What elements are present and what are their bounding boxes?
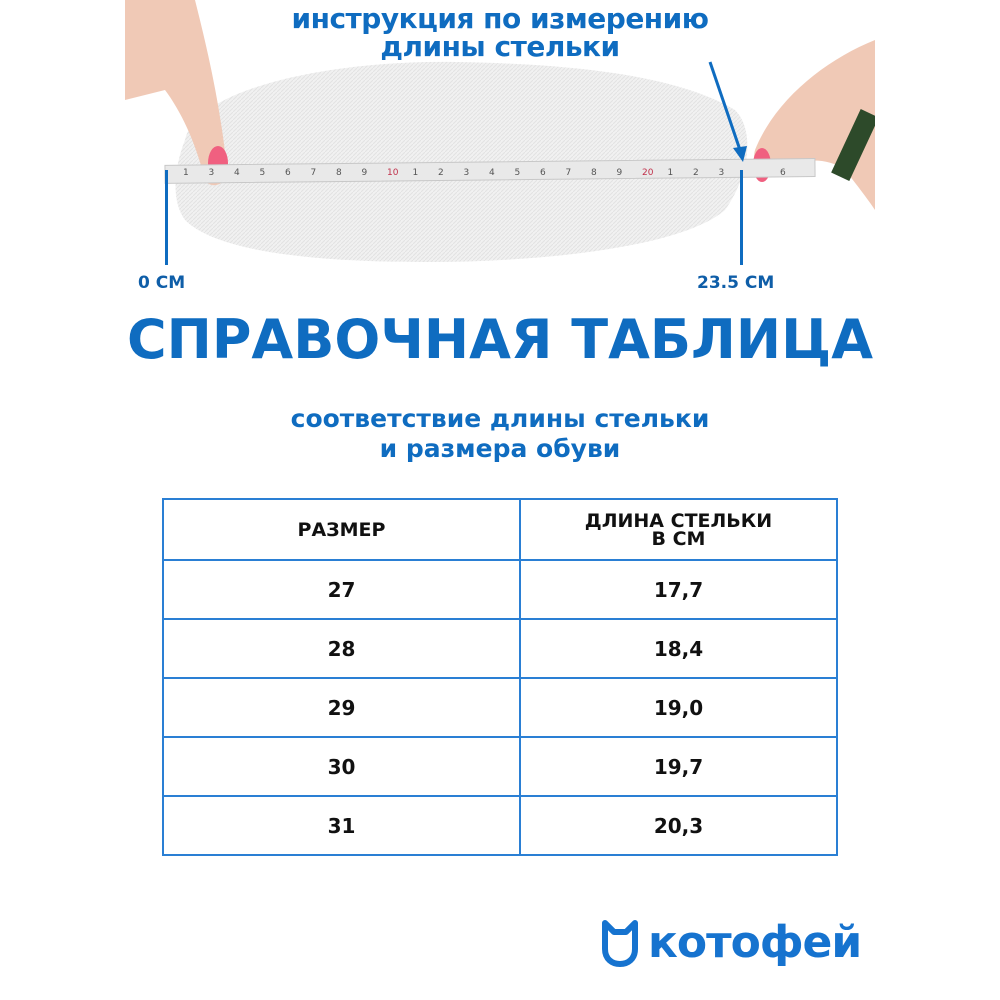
- header-length-line-1: ДЛИНА СТЕЛЬКИ: [584, 509, 773, 532]
- insole-illustration: 1 3 4 5 6 7 8 9 10 1 2 3 4 5 6 7 8 9 20 1 2 3 6: [125, 0, 879, 262]
- table-header-row: РАЗМЕР ДЛИНА СТЕЛЬКИ В СМ: [162, 498, 838, 561]
- table-row: 31 20,3: [162, 795, 838, 856]
- size-cell: 27: [162, 559, 521, 620]
- tape-tick-label: 4: [489, 168, 495, 178]
- length-cell: 19,0: [519, 677, 838, 738]
- arrow: [708, 61, 742, 151]
- tape-tick-label: 1: [413, 168, 419, 178]
- size-table: РАЗМЕР ДЛИНА СТЕЛЬКИ В СМ 27 17,7 28 18,4 29 1…: [162, 498, 838, 856]
- instruction-line-2: длины стельки: [380, 30, 620, 63]
- cat-head-icon: [602, 919, 638, 967]
- tape-tick-label: 4: [234, 168, 240, 178]
- insole-measurement-photo: 1 3 4 5 6 7 8 9 10 1 2 3 4 5 6 7 8 9 20 1 2 3 6: [125, 0, 879, 300]
- tape-tick-label: 6: [285, 168, 291, 178]
- left-hand: [125, 0, 228, 186]
- brand-logo: котофей: [600, 917, 862, 968]
- start-marker: 0 СМ: [138, 273, 186, 293]
- table-row: 27 17,7: [162, 559, 838, 620]
- tape-tick-label: 9: [362, 168, 368, 178]
- tape-tick-label: 7: [566, 168, 572, 178]
- tape-tick-label: 8: [336, 168, 342, 178]
- tape-tick-label: 10: [387, 168, 399, 178]
- header-length-line-2: В СМ: [651, 527, 706, 550]
- tape-tick-label: 7: [311, 168, 317, 178]
- tape-tick-label: 3: [464, 168, 470, 178]
- tape-tick-label: 2: [693, 168, 699, 178]
- tape-tick-label: 9: [617, 168, 623, 178]
- page-title: СПРАВОЧНАЯ ТАБЛИЦА: [127, 308, 873, 371]
- tape-tick-label: 6: [540, 168, 546, 178]
- size-cell: 31: [162, 795, 521, 856]
- instruction-line-1: инструкция по измерению: [291, 2, 709, 35]
- tape-tick-label: 5: [260, 168, 266, 178]
- tape-tick-label: 3: [209, 168, 215, 178]
- table-row: 28 18,4: [162, 618, 838, 679]
- tape-tick-label: 8: [591, 168, 597, 178]
- subtitle-line-1: соответствие длины стельки: [290, 404, 710, 433]
- size-cell: 30: [162, 736, 521, 797]
- size-cell: 29: [162, 677, 521, 738]
- end-line: [740, 170, 743, 265]
- tape-tick-label: 1: [668, 168, 674, 178]
- table-row: 30 19,7: [162, 736, 838, 797]
- length-cell: 19,7: [519, 736, 838, 797]
- size-cell: 28: [162, 618, 521, 679]
- tape-tick-label: 3: [719, 168, 725, 178]
- brand-name: котофей: [648, 917, 862, 968]
- table-row: 29 19,0: [162, 677, 838, 738]
- length-cell: 17,7: [519, 559, 838, 620]
- header-length: ДЛИНА СТЕЛЬКИ В СМ: [519, 498, 838, 561]
- tape-tick-label: 5: [515, 168, 521, 178]
- length-cell: 20,3: [519, 795, 838, 856]
- end-marker: 23.5 СМ: [697, 273, 775, 293]
- subtitle-line-2: и размера обуви: [379, 434, 621, 463]
- tape-tick-label: 1: [183, 168, 189, 178]
- tape-tick-label: 6: [780, 168, 786, 178]
- tape-tick-label: 20: [642, 168, 654, 178]
- header-size: РАЗМЕР: [162, 498, 521, 561]
- start-line: [165, 170, 168, 265]
- tape-tick-label: 2: [438, 168, 444, 178]
- length-cell: 18,4: [519, 618, 838, 679]
